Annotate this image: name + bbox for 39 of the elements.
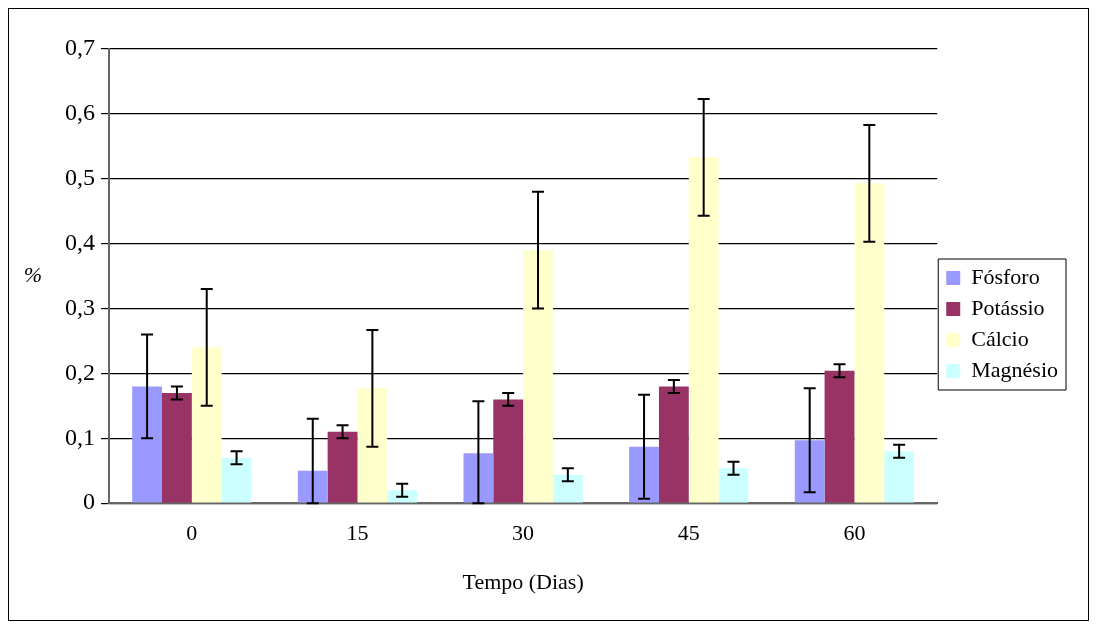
y-tick-label: 0,2	[65, 358, 95, 385]
x-tick-label: 15	[346, 520, 369, 546]
legend-label: Fósforo	[971, 263, 1040, 289]
y-tick-label: 0,5	[65, 164, 95, 191]
bar	[221, 457, 252, 503]
x-tick-label: 0	[186, 520, 198, 546]
y-tick-label: 0,7	[65, 34, 95, 61]
bar	[493, 399, 524, 503]
bar	[824, 370, 855, 503]
y-axis-title: %	[23, 261, 43, 287]
y-tick-label: 0	[83, 488, 95, 515]
y-tick-label: 0,1	[65, 423, 95, 450]
legend-label: Cálcio	[971, 325, 1029, 351]
bar	[191, 347, 222, 503]
y-tick-label: 0,3	[65, 293, 95, 320]
bar	[357, 388, 388, 503]
x-tick-label: 60	[843, 520, 866, 546]
bar	[463, 453, 494, 503]
bar	[132, 386, 163, 503]
x-axis-title: Tempo (Dias)	[462, 568, 584, 594]
legend-label: Potássio	[971, 294, 1045, 320]
bar	[387, 490, 418, 503]
bar	[688, 157, 719, 503]
bar	[162, 392, 192, 503]
y-tick-label: 0,4	[65, 228, 95, 255]
legend-label: Magnésio	[971, 356, 1058, 382]
bar	[718, 468, 749, 503]
x-tick-label: 45	[677, 520, 700, 546]
y-tick-label: 0,6	[65, 99, 95, 126]
bar	[884, 451, 915, 503]
x-tick-label: 30	[512, 520, 535, 546]
bar	[658, 386, 689, 503]
bar	[794, 440, 825, 503]
bar	[523, 250, 553, 503]
bar	[854, 183, 885, 503]
bar	[327, 431, 358, 503]
bar	[629, 446, 659, 503]
bar	[552, 474, 583, 503]
bar	[297, 470, 328, 503]
